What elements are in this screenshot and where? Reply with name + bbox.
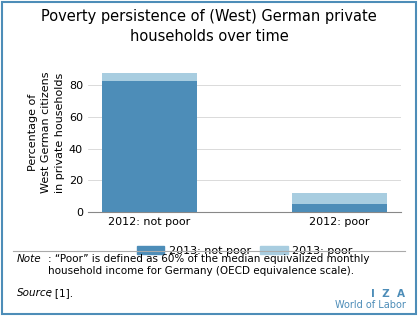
Text: I  Z  A: I Z A (372, 289, 405, 299)
Y-axis label: Percentage of
West German citizens
in private households: Percentage of West German citizens in pr… (28, 72, 65, 193)
Bar (102, 81, 197, 212)
Bar (292, 193, 387, 204)
Text: Source: Source (17, 288, 53, 298)
Bar (292, 204, 387, 212)
Text: : [1].: : [1]. (48, 288, 73, 298)
Legend: 2013: not poor, 2013: poor: 2013: not poor, 2013: poor (137, 246, 352, 256)
Text: Poverty persistence of (West) German private
households over time: Poverty persistence of (West) German pri… (41, 9, 377, 44)
Text: : “Poor” is defined as 60% of the median equivalized monthly
household income fo: : “Poor” is defined as 60% of the median… (48, 254, 370, 276)
Text: Note: Note (17, 254, 41, 264)
Text: World of Labor: World of Labor (334, 300, 405, 310)
Bar (102, 73, 197, 81)
